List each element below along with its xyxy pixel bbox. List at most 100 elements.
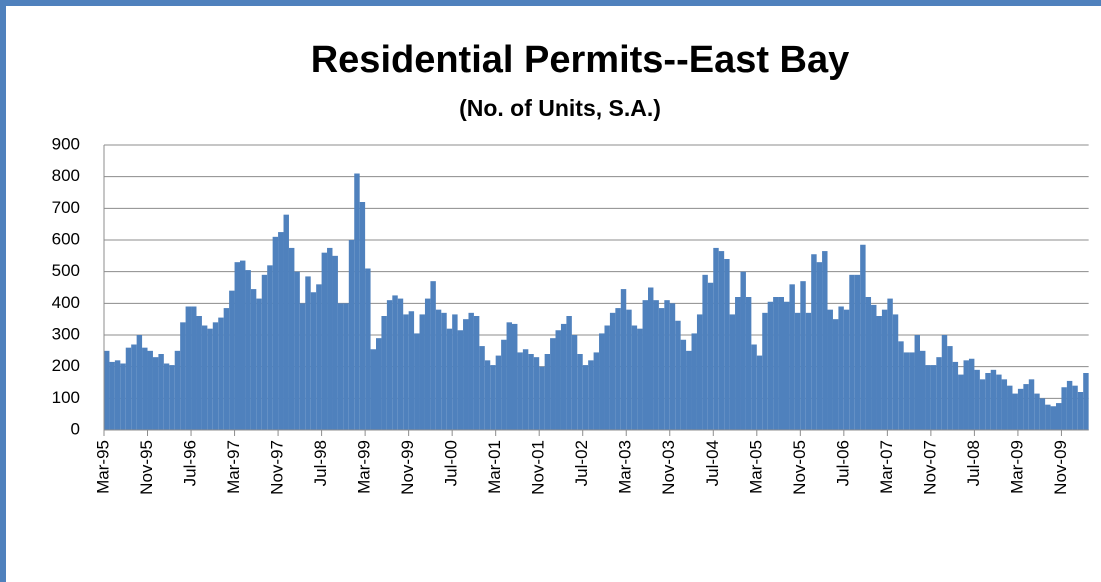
bar xyxy=(920,350,926,430)
bar xyxy=(903,352,910,430)
y-tick-label: 300 xyxy=(52,324,80,343)
bar xyxy=(163,363,170,430)
bar xyxy=(1077,392,1084,430)
bar xyxy=(1039,398,1046,430)
bar xyxy=(871,304,877,430)
bar xyxy=(658,308,665,430)
bar xyxy=(327,247,333,430)
x-tick-label: Jul-06 xyxy=(833,440,852,486)
bar xyxy=(669,303,676,430)
bar xyxy=(484,360,491,430)
bar xyxy=(816,262,823,430)
bar xyxy=(642,300,648,430)
bar xyxy=(435,309,442,430)
bar xyxy=(626,309,632,430)
bar xyxy=(218,317,224,430)
bar xyxy=(452,314,458,430)
bar xyxy=(784,301,790,430)
bar xyxy=(397,298,404,430)
bar xyxy=(653,300,659,430)
bar xyxy=(604,325,610,430)
bar xyxy=(963,360,969,430)
bar xyxy=(142,347,148,430)
bar xyxy=(1050,406,1056,430)
x-tick-label: Jul-02 xyxy=(572,440,591,486)
bar xyxy=(974,369,980,430)
bar xyxy=(838,306,844,430)
bar xyxy=(1056,403,1062,430)
bar xyxy=(370,349,376,430)
bar xyxy=(947,346,953,430)
bar xyxy=(664,300,670,430)
bar xyxy=(794,312,801,430)
bar xyxy=(778,297,784,430)
bar xyxy=(577,354,583,430)
bar xyxy=(843,309,850,430)
bar xyxy=(735,297,741,430)
bar xyxy=(354,173,360,430)
x-tick-label: Nov-97 xyxy=(268,440,287,495)
bar xyxy=(267,265,273,430)
bar xyxy=(261,274,268,430)
bar xyxy=(609,312,616,430)
x-tick-label: Nov-05 xyxy=(790,440,809,495)
bar xyxy=(876,316,882,430)
bar xyxy=(827,309,833,430)
bar xyxy=(615,308,621,430)
bar xyxy=(990,369,997,430)
bar xyxy=(865,297,872,430)
bar xyxy=(822,251,828,430)
bar xyxy=(424,298,431,430)
bar xyxy=(800,281,806,430)
bar xyxy=(250,289,257,430)
bar xyxy=(1061,387,1067,430)
bar xyxy=(832,319,839,430)
bar xyxy=(343,303,349,430)
bar xyxy=(1045,404,1051,430)
y-tick-label: 900 xyxy=(52,134,80,153)
bar xyxy=(446,328,453,430)
bar xyxy=(109,361,115,430)
x-tick-label: Mar-05 xyxy=(746,440,765,494)
bar xyxy=(968,358,975,430)
bar xyxy=(762,312,768,430)
bar xyxy=(702,274,708,430)
bar xyxy=(555,330,561,430)
frame-top xyxy=(0,0,1101,6)
bar xyxy=(1001,379,1008,430)
chart-subtitle: (No. of Units, S.A.) xyxy=(459,95,661,121)
bar xyxy=(1012,393,1018,430)
bar xyxy=(212,322,219,430)
bar xyxy=(234,262,240,430)
bar xyxy=(501,339,507,430)
bar xyxy=(740,271,746,430)
bar xyxy=(191,306,197,430)
bar xyxy=(756,355,763,430)
bar xyxy=(773,297,779,430)
bar xyxy=(881,309,888,430)
bar xyxy=(593,352,600,430)
bar xyxy=(528,354,534,430)
bar xyxy=(512,323,518,430)
y-tick-label: 100 xyxy=(52,388,80,407)
bar xyxy=(707,282,714,430)
bar xyxy=(283,214,289,430)
bar xyxy=(952,361,959,430)
bar xyxy=(131,344,137,430)
bar xyxy=(120,363,126,430)
bar xyxy=(332,255,338,430)
bar xyxy=(196,316,202,430)
chart-title: Residential Permits--East Bay xyxy=(311,39,850,81)
bar xyxy=(490,365,496,430)
bar xyxy=(256,298,262,430)
bar xyxy=(599,333,605,430)
bar xyxy=(278,232,284,430)
bar xyxy=(147,350,153,430)
x-tick-label: Mar-99 xyxy=(355,440,374,494)
bar xyxy=(1017,388,1024,430)
bar xyxy=(441,312,447,430)
bar xyxy=(985,373,991,430)
bar xyxy=(996,374,1002,430)
x-tick-label: Mar-07 xyxy=(877,440,896,494)
bar xyxy=(1072,385,1078,430)
